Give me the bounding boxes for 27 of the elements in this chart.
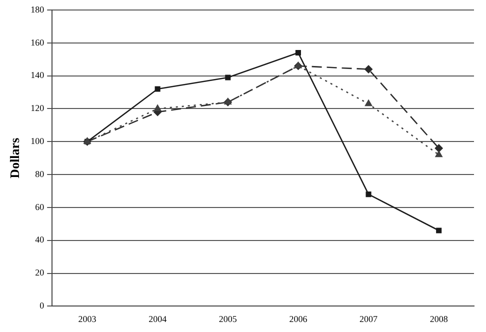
y-tick-label: 80 [35, 168, 45, 179]
y-tick-label: 120 [30, 103, 45, 114]
point [295, 50, 301, 56]
point [434, 144, 443, 152]
point [225, 74, 231, 80]
point [436, 228, 442, 234]
x-tick-label: 2003 [78, 314, 97, 324]
x-tick-label: 2006 [289, 314, 308, 324]
point [364, 65, 372, 74]
x-tick-label: 2005 [218, 314, 238, 324]
point [435, 150, 442, 158]
x-tick-label: 2004 [148, 314, 168, 324]
y-tick-label: 20 [35, 268, 45, 278]
point [366, 192, 372, 198]
y-tick-label: 140 [30, 70, 45, 80]
x-tick-label: 2007 [360, 314, 378, 324]
x-tick-label: 2008 [430, 314, 448, 324]
y-tick-label: 100 [30, 136, 45, 146]
point [365, 100, 372, 106]
y-axis-title: Dollars [7, 138, 22, 178]
y-tick-label: 60 [35, 202, 45, 212]
y-tick-label: 0 [40, 300, 45, 311]
y-tick-label: 40 [35, 234, 45, 245]
y-tick-label: 160 [30, 37, 45, 48]
point [154, 86, 160, 92]
point [154, 104, 162, 112]
y-tick-label: 180 [30, 4, 45, 14]
